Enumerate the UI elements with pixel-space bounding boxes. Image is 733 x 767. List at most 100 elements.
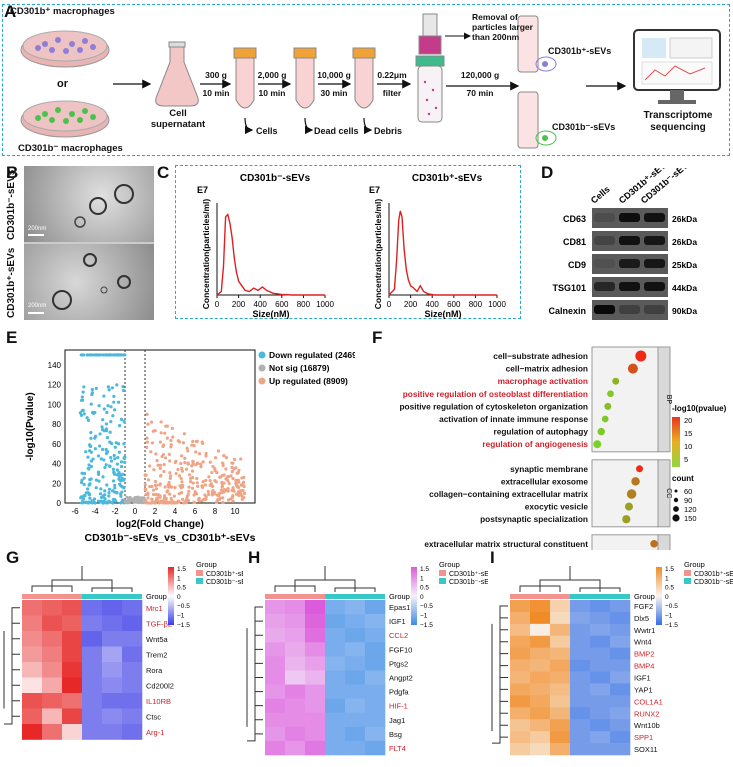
- heatmap-cell: [42, 677, 63, 694]
- step3-t: 30 min: [320, 88, 348, 98]
- heatmap-cell: [305, 628, 326, 643]
- panel-label-g: G: [6, 548, 20, 567]
- heatmap-G-column-dendrogram: [31, 566, 133, 592]
- volcano-point-up: [182, 432, 186, 436]
- volcano-point-up: [155, 496, 159, 500]
- heatmap-cell: [82, 724, 103, 740]
- tem-image-neg: [24, 166, 154, 242]
- volcano-point-down: [113, 457, 117, 461]
- heatmap-cell: [345, 684, 366, 699]
- volcano-xtick-label: -6: [71, 507, 79, 516]
- heatmap-cell: [570, 611, 591, 625]
- panel-a-diagram: [20, 13, 721, 149]
- volcano-point-ns: [135, 497, 139, 501]
- heatmap-group-swatch-pos: [684, 570, 691, 576]
- volcano-point-down: [121, 388, 126, 393]
- go-legend-count-dot: [673, 506, 679, 512]
- heatmap-cell: [550, 671, 571, 684]
- scale-bar-2: 200nm: [28, 303, 47, 309]
- volcano-point-up: [143, 487, 147, 491]
- volcano-point-up: [171, 435, 175, 439]
- volcano-point-down: [84, 491, 88, 495]
- volcano-point-up: [169, 474, 173, 478]
- panel-label-a: A: [4, 2, 17, 21]
- heatmap-cell: [102, 662, 123, 678]
- heatmap-gene-label: Cd200l2: [146, 681, 174, 690]
- volcano-point-up: [201, 480, 205, 484]
- heatmap-group-swatch-neg: [684, 578, 691, 584]
- volcano-point-down: [80, 501, 84, 505]
- heatmap-I-column-dendrogram: [519, 566, 621, 592]
- flask-icon: [155, 41, 199, 107]
- volcano-point-up: [230, 461, 234, 465]
- blot-band: [594, 213, 615, 222]
- volcano-point-down: [87, 463, 91, 467]
- volcano-point-up: [154, 483, 159, 487]
- heatmap-group-row-label: Group: [146, 592, 167, 601]
- volcano-point-down: [118, 424, 122, 428]
- heatmap-cell: [285, 740, 306, 756]
- heatmap-cell: [22, 724, 43, 740]
- go-point: [593, 440, 602, 449]
- volcano-point-down: [121, 385, 125, 389]
- volcano-point-down: [93, 436, 97, 440]
- heatmap-cell: [285, 698, 306, 714]
- tem-pos-label: CD301b⁺-sEVs: [6, 247, 17, 318]
- heatmap-cell: [550, 731, 571, 744]
- heatmap-cell: [22, 708, 43, 725]
- heatmap-cell: [82, 600, 103, 616]
- chart-c1-xtick-label: 800: [469, 300, 483, 309]
- chart-c0-xtick-label: 0: [215, 300, 220, 309]
- volcano-point-up: [149, 420, 154, 424]
- heatmap-cell: [102, 724, 123, 740]
- volcano-point-up: [230, 465, 234, 470]
- volcano-point-down: [103, 489, 107, 493]
- volcano-point-down: [102, 407, 106, 411]
- volcano-point-up: [235, 471, 239, 475]
- volcano-point-down: [112, 453, 116, 458]
- heatmap-cell: [22, 693, 43, 709]
- volcano-point-down: [103, 497, 107, 501]
- heatmap-gene-label: CCL2: [389, 631, 408, 640]
- heatmap-cell: [570, 635, 591, 648]
- volcano-point-down: [102, 394, 106, 398]
- dendro-col-path: [31, 585, 133, 592]
- heatmap-cell: [610, 683, 631, 696]
- heatmap-gene-label: Rora: [146, 666, 163, 675]
- volcano-legend-swatch: [258, 351, 266, 359]
- heatmap-legend-tick: −0.5: [665, 603, 678, 610]
- go-legend-p-tick: 5: [684, 455, 688, 464]
- heatmap-cell: [265, 726, 286, 742]
- chart-c0-xtick-label: 200: [232, 300, 246, 309]
- panel-label-f: F: [372, 328, 383, 347]
- chart-c1-xtick-label: 400: [426, 300, 440, 309]
- heatmap-cell: [285, 670, 306, 685]
- heatmap-cell: [102, 677, 123, 694]
- heatmap-cell: [510, 611, 531, 625]
- heatmap-legend-bar: [411, 567, 417, 625]
- pellet-dead-cells: Dead cells: [314, 126, 359, 136]
- heatmap-cell: [590, 743, 611, 756]
- heatmap-cell: [590, 635, 611, 648]
- heatmap-cell: [285, 600, 306, 615]
- volcano-legend-label: Up regulated (8909): [269, 376, 348, 386]
- dendro-col-path: [519, 585, 621, 592]
- volcano-point-down: [97, 472, 101, 477]
- heatmap-cell: [550, 635, 571, 648]
- heatmap-cell: [510, 600, 531, 613]
- volcano-point-down: [119, 460, 124, 464]
- volcano-point-up: [189, 480, 193, 484]
- heatmap-group-cell: [102, 594, 122, 599]
- heatmap-cell: [22, 662, 43, 678]
- volcano-point-down: [78, 411, 83, 415]
- go-point: [607, 390, 614, 398]
- blot-column-label: Cells: [589, 184, 612, 205]
- heatmap-cell: [345, 642, 366, 657]
- volcano-point-down: [113, 408, 117, 412]
- volcano-point-down: [97, 404, 101, 408]
- volcano-point-down: [93, 410, 97, 415]
- pellet-debris: Debris: [374, 126, 403, 136]
- heatmap-cell: [265, 656, 286, 671]
- heatmap-cell: [102, 708, 123, 725]
- volcano-point-up: [240, 494, 244, 498]
